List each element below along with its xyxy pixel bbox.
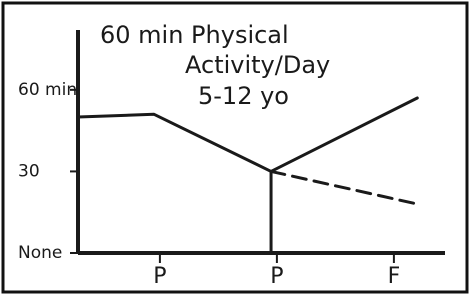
chart-subtitle: 5-12 yo: [198, 82, 289, 110]
x-tick-label: F: [388, 264, 401, 289]
chart: 60 min Physical Activity/Day 5-12 yo Non…: [0, 0, 472, 297]
chart-title-line: Activity/Day: [185, 51, 330, 79]
page: {"chart_data": {"type": "line", "title":…: [0, 0, 472, 297]
y-tick-label: 60 min: [18, 80, 77, 100]
x-tick-label: P: [153, 264, 166, 289]
y-tick-label: 30: [18, 161, 40, 181]
x-tick-label: P: [270, 264, 283, 289]
y-tick-label: None: [18, 243, 62, 263]
chart-title-line: 60 min Physical: [100, 21, 289, 49]
